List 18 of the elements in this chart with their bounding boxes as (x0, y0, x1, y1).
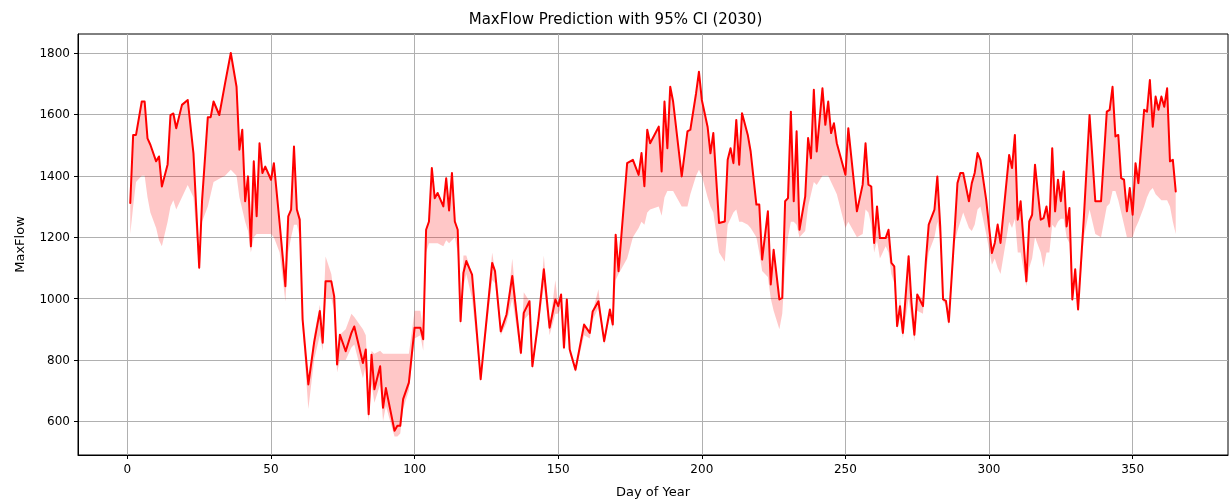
x-tick-label: 50 (263, 462, 279, 476)
x-tick-label: 150 (546, 462, 570, 476)
chart-title: MaxFlow Prediction with 95% CI (2030) (468, 9, 763, 28)
y-tick-label: 1400 (39, 168, 70, 183)
y-tick-label: 1200 (39, 230, 70, 245)
y-tick-label: 1600 (39, 107, 70, 122)
x-tick-label: 100 (403, 462, 427, 476)
y-axis-title: MaxFlow (12, 215, 27, 273)
y-tick-label: 1000 (39, 291, 70, 306)
x-axis-title: Day of Year (616, 484, 691, 499)
x-tick-label: 200 (690, 462, 714, 476)
y-tick-label: 800 (47, 352, 70, 367)
x-tick-label: 0 (123, 462, 132, 476)
y-tick-label: 600 (47, 414, 70, 429)
x-tick-label: 300 (977, 462, 1001, 476)
x-tick-label: 250 (833, 462, 857, 476)
x-tick-label: 350 (1121, 462, 1145, 476)
y-tick-label: 1800 (39, 46, 70, 61)
